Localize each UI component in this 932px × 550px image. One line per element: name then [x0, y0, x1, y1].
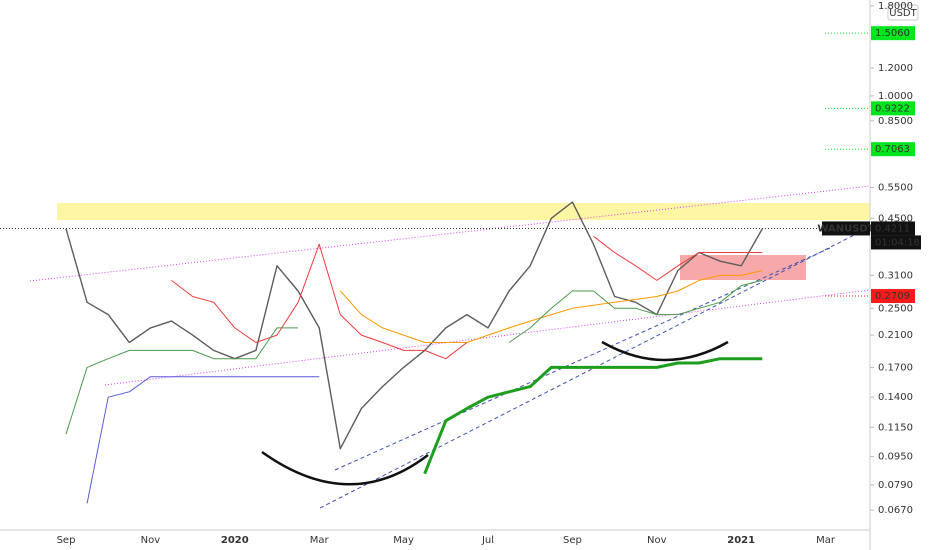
- series-line: [86, 376, 320, 504]
- y-tick-label: 1.8000: [878, 1, 913, 12]
- countdown-tag: [871, 235, 921, 250]
- currency-box: [887, 4, 919, 21]
- last-price-tag: [871, 221, 915, 236]
- x-tick-label: Mar: [816, 535, 836, 546]
- price-tag-label: 0.2709: [875, 291, 910, 302]
- series-line: [171, 235, 763, 360]
- currency-label: USDT: [889, 8, 917, 19]
- trend-line: [104, 289, 871, 386]
- x-tick-label: Jul: [481, 535, 494, 546]
- x-tick-label: Nov: [141, 535, 161, 546]
- price-tag: [871, 142, 915, 157]
- price-tag-label: 0.9222: [875, 103, 910, 114]
- series-line: [423, 357, 763, 475]
- x-tick-label: Sep: [563, 535, 582, 546]
- x-tick-label: 2021: [727, 535, 755, 546]
- y-tick-label: 1.0000: [878, 91, 913, 102]
- y-tick-label: 0.2100: [878, 330, 913, 341]
- series-line: [65, 279, 763, 435]
- y-tick-label: 0.8500: [878, 116, 913, 127]
- series-line: [65, 201, 763, 450]
- y-tick-label: 0.3100: [878, 270, 913, 281]
- x-tick-label: Mar: [310, 535, 330, 546]
- price-tag: [871, 289, 915, 304]
- arc: [601, 340, 729, 362]
- y-tick-label: 0.0790: [878, 480, 913, 491]
- x-tick-label: May: [393, 535, 414, 546]
- price-tag: [871, 26, 915, 41]
- trend-line: [319, 231, 861, 509]
- price-tag-label: 0.7063: [875, 144, 910, 155]
- price-tag-label: 1.5060: [875, 28, 910, 39]
- y-tick-label: 0.4500: [878, 213, 913, 224]
- y-tick-label: 1.2000: [878, 63, 913, 74]
- countdown-label: 01:04:18: [875, 237, 920, 248]
- symbol-tag: [822, 221, 870, 236]
- y-tick-label: 0.1150: [878, 422, 913, 433]
- x-tick-label: Nov: [647, 535, 667, 546]
- x-tick-label: Sep: [57, 535, 76, 546]
- y-tick-label: 0.2500: [878, 303, 913, 314]
- resistance-zone: [57, 203, 870, 220]
- symbol-label: WANUSDT: [817, 223, 874, 234]
- y-tick-label: 0.1400: [878, 392, 913, 403]
- support-box: [680, 255, 806, 280]
- drawings: [29, 185, 871, 509]
- y-tick-label: 0.0950: [878, 452, 913, 463]
- series-line: [339, 270, 763, 343]
- y-tick-label: 0.5500: [878, 183, 913, 194]
- y-tick-label: 0.1700: [878, 362, 913, 373]
- x-tick-label: 2020: [221, 535, 249, 546]
- y-tick-label: 0.0670: [878, 505, 913, 516]
- arc: [261, 450, 429, 486]
- last-price-label: 0.4211: [875, 223, 910, 234]
- price-tag: [871, 101, 915, 116]
